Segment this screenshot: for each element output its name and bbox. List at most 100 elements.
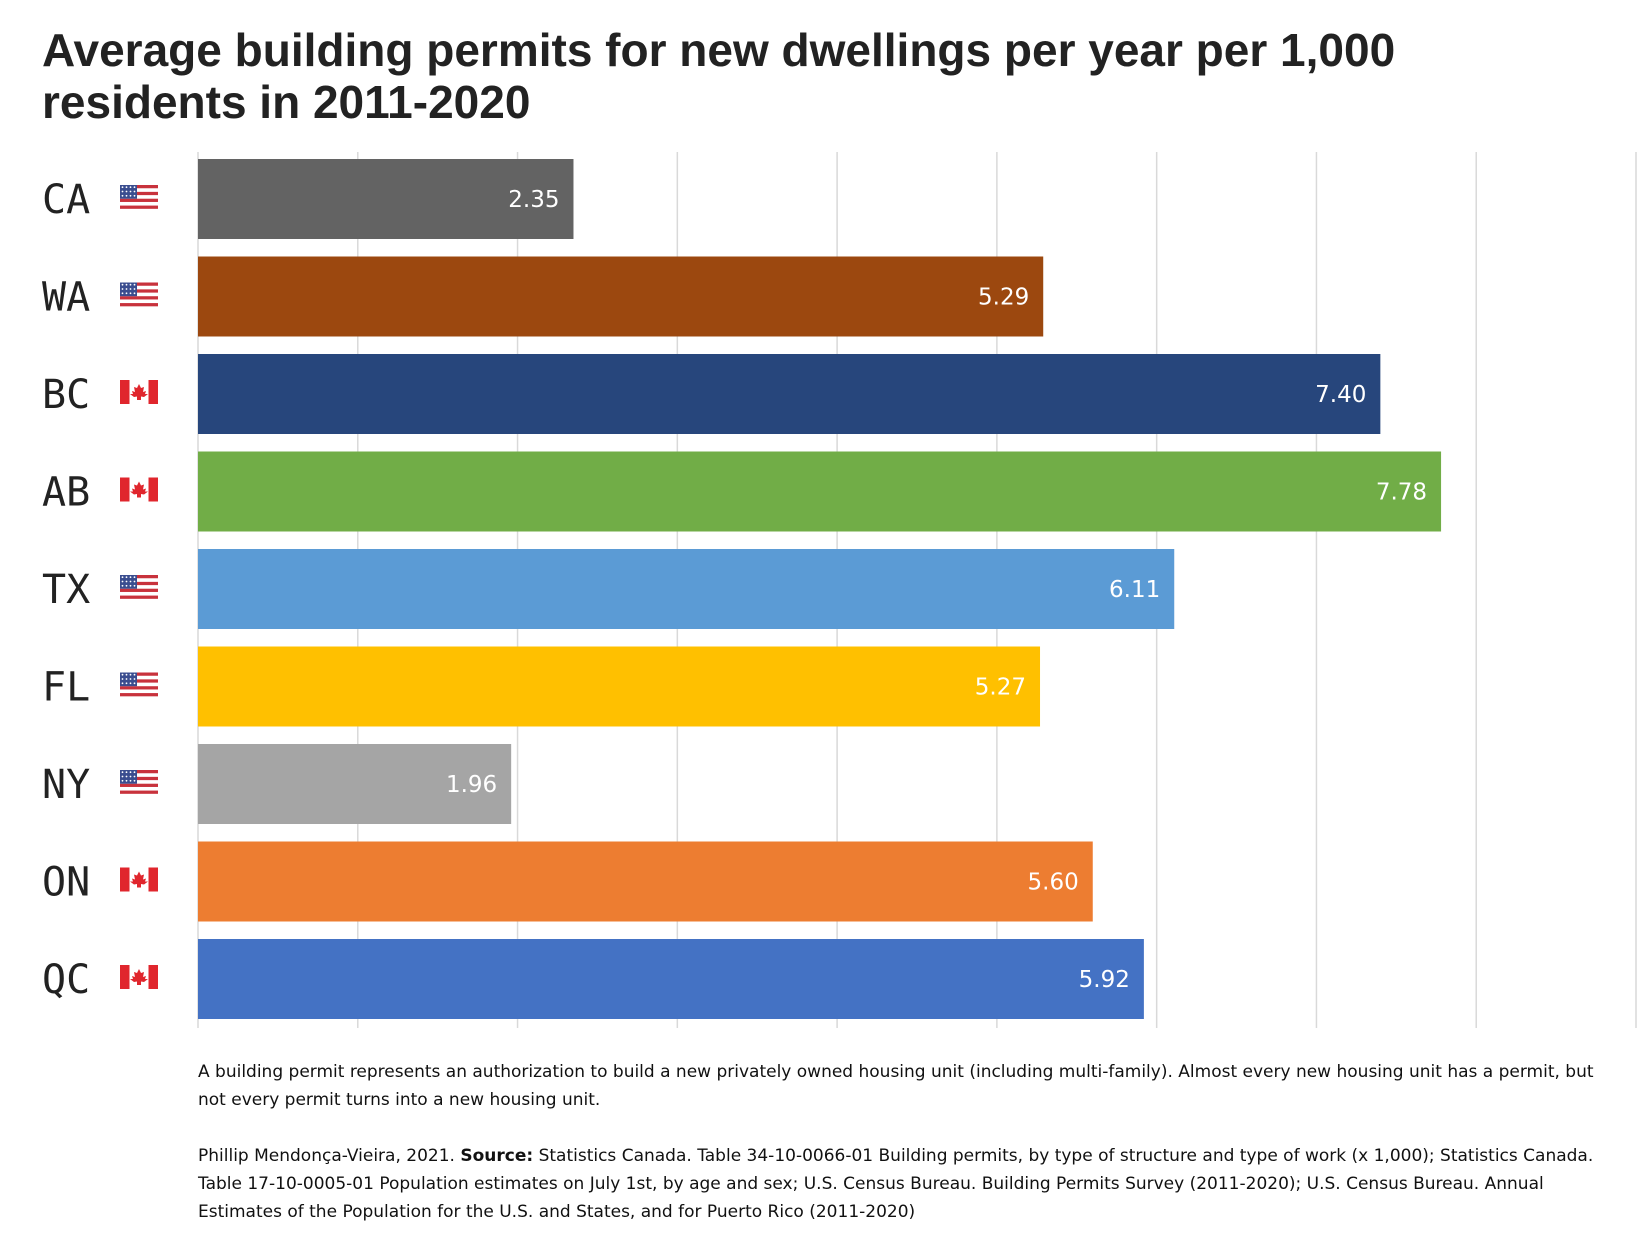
canada-flag-icon — [120, 477, 158, 502]
bar-value-label: 1.96 — [446, 772, 497, 798]
flag-star — [125, 678, 128, 680]
flag-star — [121, 283, 124, 286]
flag-star — [133, 779, 136, 782]
definition-note: A building permit represents an authoriz… — [198, 1062, 1594, 1110]
us-flag-icon — [120, 282, 158, 307]
bar-wa — [198, 256, 1044, 337]
flag-star — [129, 673, 132, 676]
flag-band — [120, 867, 130, 892]
bar-bc — [198, 354, 1381, 434]
bar-value-label: 5.60 — [1028, 870, 1079, 896]
flag-star — [133, 576, 136, 579]
flag-star — [125, 288, 128, 290]
us-flag-icon — [120, 672, 158, 697]
flag-star — [121, 673, 124, 676]
flag-star — [129, 779, 132, 782]
flag-band — [120, 965, 130, 989]
flag-star — [129, 682, 132, 685]
flag-stripe — [120, 783, 158, 787]
flag-star — [125, 779, 128, 782]
category-label: CA — [42, 177, 90, 223]
bar-value-label: 5.27 — [975, 675, 1026, 701]
flag-stripe — [120, 575, 158, 579]
maple-leaf — [130, 871, 148, 888]
us-flag-icon — [120, 185, 158, 209]
flag-star — [125, 186, 128, 189]
canada-flag-icon — [120, 867, 158, 892]
flag-star — [125, 682, 128, 685]
flag-star — [125, 580, 128, 583]
maple-leaf — [130, 969, 148, 985]
flag-star — [133, 292, 136, 295]
flag-star — [133, 288, 136, 290]
bar-chart: 2.35 CA 5.29 WA 7.40 BC 7.78 AB 6.11 TX 5.27 FL 1.96… — [42, 152, 1637, 1028]
flag-star — [133, 682, 136, 685]
maple-leaf — [130, 384, 148, 400]
flag-canton — [120, 185, 137, 199]
flag-star — [121, 584, 124, 587]
flag-star — [121, 576, 124, 579]
chart-notes: A building permit represents an authoriz… — [198, 1058, 1618, 1226]
flag-stripe — [120, 191, 158, 196]
flag-star — [133, 771, 136, 774]
flag-stripe — [120, 790, 158, 794]
flag-star — [129, 190, 132, 193]
flag-stripe — [120, 198, 158, 202]
bar-value-label: 7.40 — [1315, 382, 1366, 408]
flag-stripe — [120, 770, 158, 774]
flag-stripe — [120, 282, 158, 286]
flag-star — [125, 584, 128, 587]
chart-title: Average building permits for new dwellin… — [42, 24, 1396, 128]
flag-star — [129, 186, 132, 189]
flag-canton — [120, 575, 137, 589]
flag-star — [129, 288, 132, 290]
bar-value-label: 5.29 — [978, 285, 1029, 311]
flag-star — [133, 283, 136, 286]
flag-stripe — [120, 776, 158, 781]
flag-star — [121, 580, 124, 583]
flag-star — [125, 283, 128, 286]
flag-band — [148, 380, 158, 404]
flag-star — [129, 775, 132, 778]
category-label: AB — [42, 470, 90, 516]
flag-canton — [120, 770, 137, 784]
flag-star — [121, 678, 124, 680]
bar-value-label: 5.92 — [1079, 967, 1130, 993]
category-label: BC — [42, 372, 90, 418]
flag-band — [120, 477, 130, 502]
canada-flag-icon — [120, 380, 158, 404]
flag-star — [133, 775, 136, 778]
bar-ca — [198, 159, 574, 239]
flag-stripe — [120, 185, 158, 189]
bar-ab — [198, 451, 1442, 532]
maple-leaf — [130, 481, 148, 498]
category-label: TX — [42, 567, 90, 613]
flag-star — [133, 190, 136, 193]
flag-star — [125, 673, 128, 676]
category-label: QC — [42, 957, 90, 1003]
flag-star — [121, 186, 124, 189]
flag-star — [121, 771, 124, 774]
flag-star — [129, 771, 132, 774]
flag-star — [125, 775, 128, 778]
flag-canton — [120, 672, 137, 687]
flag-star — [129, 576, 132, 579]
flag-band — [148, 477, 158, 502]
flag-stripe — [120, 581, 158, 586]
flag-stripe — [120, 588, 158, 592]
flag-star — [125, 292, 128, 295]
flag-star — [129, 292, 132, 295]
canada-flag-icon — [120, 965, 158, 989]
source-label: Source: — [460, 1146, 534, 1166]
flag-star — [133, 580, 136, 583]
flag-band — [120, 380, 130, 404]
bar-on — [198, 841, 1093, 922]
flag-star — [121, 190, 124, 193]
category-label: ON — [42, 860, 90, 906]
category-label: FL — [42, 665, 90, 711]
bar-value-label: 2.35 — [508, 187, 559, 213]
flag-star — [129, 580, 132, 583]
flag-star — [121, 775, 124, 778]
bar-value-label: 6.11 — [1109, 577, 1160, 603]
bar-tx — [198, 549, 1175, 629]
